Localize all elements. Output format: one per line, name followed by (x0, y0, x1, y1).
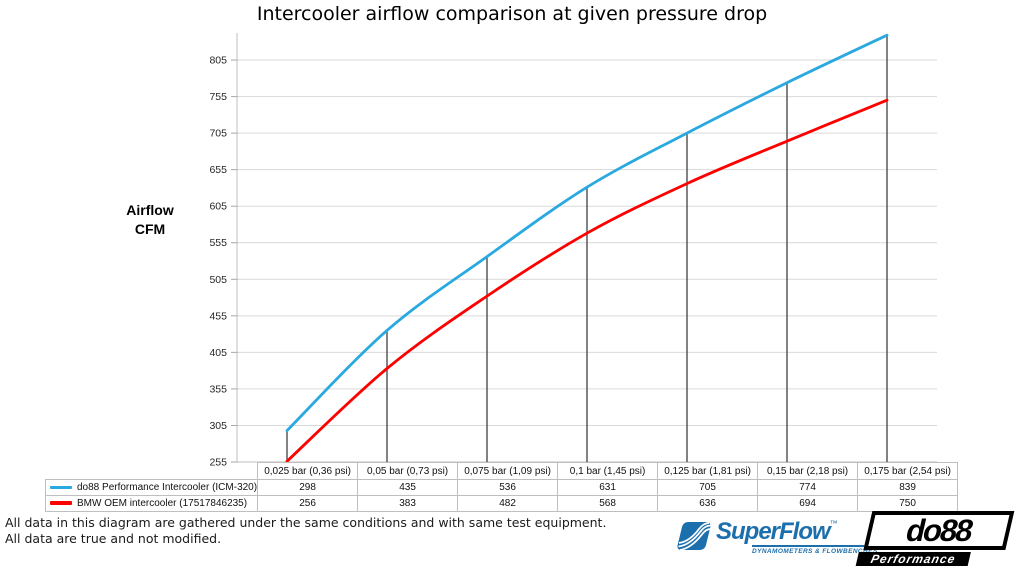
footer-line2: All data are true and not modified. (5, 531, 222, 546)
category-label: 0,15 bar (2,18 psi) (757, 462, 859, 480)
series-name: do88 Performance Intercooler (ICM-320) (77, 482, 258, 493)
value-cell: 636 (657, 495, 759, 512)
category-label: 0,1 bar (1,45 psi) (557, 462, 659, 480)
y-tick-label: 505 (209, 274, 227, 286)
superflow-name: SuperFlow (716, 518, 831, 545)
y-axis-title-line2: CFM (134, 221, 166, 237)
category-label: 0,175 bar (2,54 psi) (857, 462, 959, 480)
value-cell: 482 (457, 495, 559, 512)
footer-note: All data in this diagram are gathered un… (5, 515, 606, 547)
series-line-1 (285, 98, 889, 463)
table-corner-cell (46, 463, 258, 480)
value-cell: 774 (757, 479, 859, 496)
y-axis-title-line1: Airflow (126, 202, 174, 218)
y-tick-label: 255 (209, 457, 227, 469)
y-tick-label: 405 (209, 347, 227, 359)
y-tick-label: 705 (209, 128, 227, 140)
value-cell: 750 (857, 495, 959, 512)
y-tick-label: 755 (209, 91, 227, 103)
value-cell: 256 (257, 495, 359, 512)
do88-performance-bar: Performance (855, 552, 971, 566)
value-cell: 631 (557, 479, 659, 496)
chart-title: Intercooler airflow comparison at given … (256, 3, 768, 25)
legend-line-marker (50, 501, 72, 506)
value-cell: 568 (557, 495, 659, 512)
y-tick-label: 555 (209, 237, 227, 249)
value-cell: 298 (257, 479, 359, 496)
category-label: 0,025 bar (0,36 psi) (257, 462, 359, 480)
series-line-0 (285, 33, 889, 432)
superflow-swoosh-icon (677, 522, 712, 551)
value-cell: 536 (457, 479, 559, 496)
superflow-wordmark: SuperFlow™ DYNAMOMETERS & FLOWBENCHES (716, 519, 878, 555)
y-tick-label: 805 (209, 55, 227, 67)
category-label: 0,075 bar (1,09 psi) (457, 462, 559, 480)
do88-logo: do88 Performance (855, 511, 1015, 566)
do88-wordmark: do88 (863, 511, 1015, 550)
category-label: 0,05 bar (0,73 psi) (357, 462, 459, 480)
y-tick-label: 605 (209, 201, 227, 213)
y-tick-label: 455 (209, 310, 227, 322)
series-name: BMW OEM intercooler (17517846235) (77, 498, 248, 509)
superflow-trademark: ™ (829, 519, 838, 528)
y-tick-label: 305 (209, 420, 227, 432)
y-tick-label: 355 (209, 383, 227, 395)
value-cell: 705 (657, 479, 759, 496)
value-cell: 435 (357, 479, 459, 496)
y-tick-label: 655 (209, 164, 227, 176)
footer-line1: All data in this diagram are gathered un… (5, 515, 607, 530)
category-label: 0,125 bar (1,81 psi) (657, 462, 759, 480)
value-cell: 694 (757, 495, 859, 512)
legend-cell: BMW OEM intercooler (17517846235) (44, 495, 259, 512)
legend-cell: do88 Performance Intercooler (ICM-320) (44, 479, 259, 496)
values-table: 0,025 bar (0,36 psi) 0,05 bar (0,73 psi) 0… (44, 462, 959, 512)
legend-line-marker (50, 485, 72, 489)
value-cell: 839 (857, 479, 959, 496)
superflow-tagline: DYNAMOMETERS & FLOWBENCHES (752, 545, 878, 555)
y-axis-title: Airflow CFM (108, 201, 192, 239)
value-cell: 383 (357, 495, 459, 512)
superflow-logo: SuperFlow™ DYNAMOMETERS & FLOWBENCHES (676, 519, 878, 555)
chart-data-table: 0,025 bar (0,36 psi) 0,05 bar (0,73 psi) 0… (44, 462, 959, 512)
